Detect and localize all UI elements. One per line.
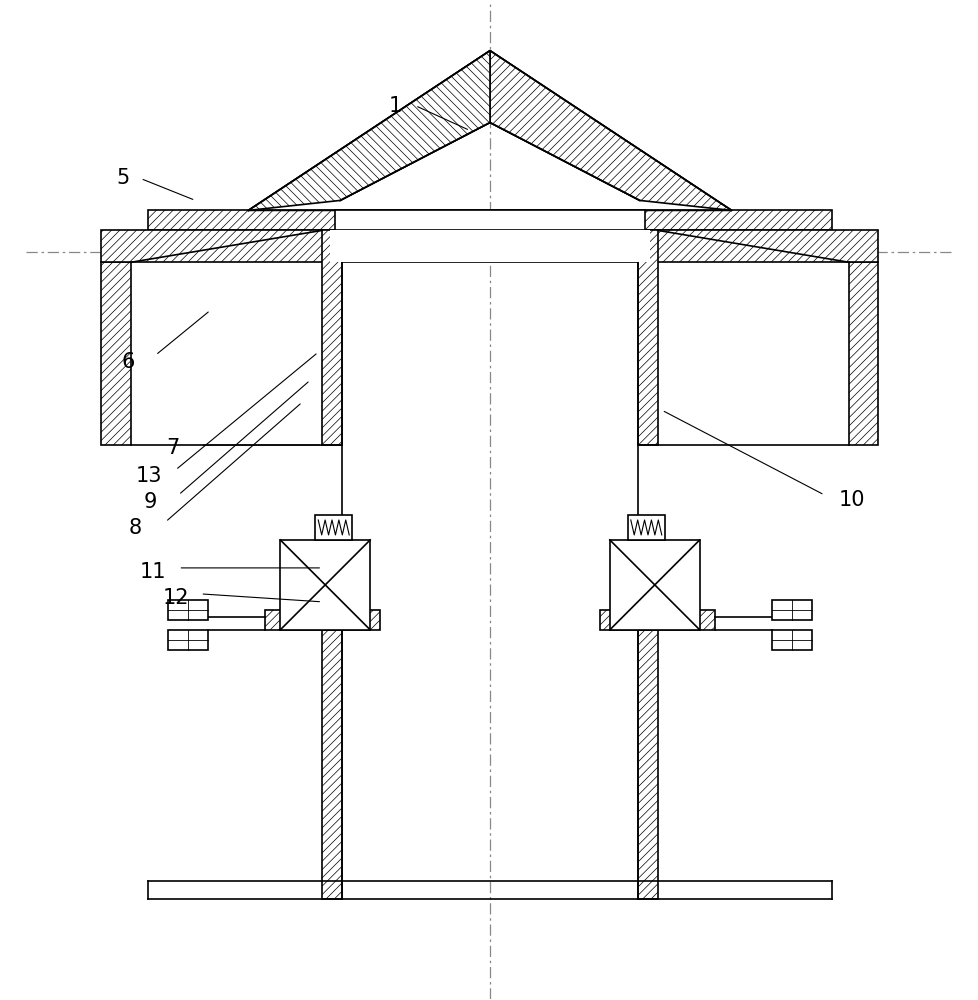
Bar xyxy=(771,600,811,620)
Text: 10: 10 xyxy=(837,490,864,510)
Text: 9: 9 xyxy=(144,492,157,512)
Bar xyxy=(637,230,657,445)
Bar xyxy=(637,630,657,899)
Text: 1: 1 xyxy=(388,96,401,116)
Text: 6: 6 xyxy=(121,352,135,372)
Bar xyxy=(101,230,877,262)
Bar xyxy=(168,600,208,620)
Polygon shape xyxy=(490,51,731,210)
Bar xyxy=(627,515,664,540)
Polygon shape xyxy=(248,51,490,210)
Bar xyxy=(771,630,811,650)
Bar xyxy=(609,540,699,630)
Bar xyxy=(149,210,830,230)
Bar xyxy=(322,230,342,445)
Text: 7: 7 xyxy=(165,438,179,458)
Bar xyxy=(334,210,645,230)
Bar xyxy=(330,230,649,262)
Bar xyxy=(101,262,130,445)
Text: 5: 5 xyxy=(115,168,129,188)
Bar xyxy=(849,262,877,445)
Text: 13: 13 xyxy=(135,466,161,486)
Bar xyxy=(168,630,208,650)
Bar xyxy=(265,610,379,630)
Text: 12: 12 xyxy=(162,588,189,608)
Text: 11: 11 xyxy=(139,562,165,582)
Bar xyxy=(315,515,352,540)
Bar xyxy=(600,610,714,630)
Text: 8: 8 xyxy=(129,518,142,538)
Bar xyxy=(322,630,342,899)
Bar xyxy=(280,540,370,630)
